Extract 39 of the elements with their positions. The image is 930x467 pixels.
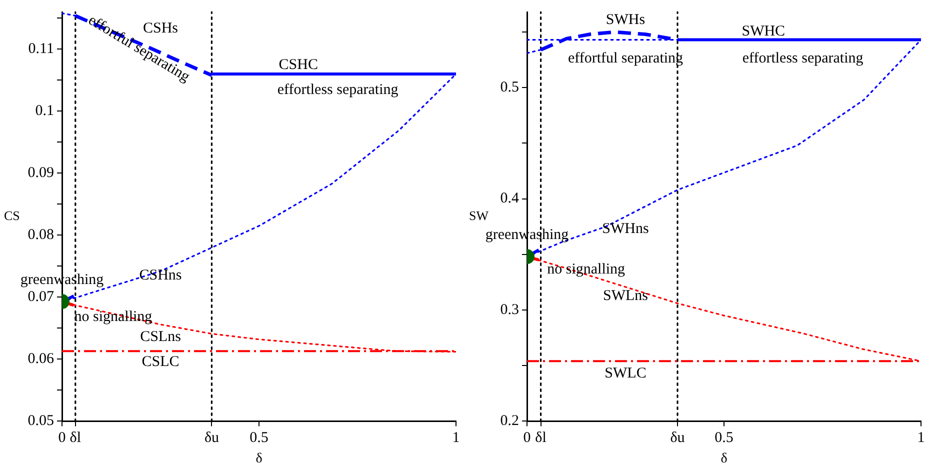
x-tick-label: 0: [523, 430, 531, 446]
series-label: SWHs: [606, 12, 646, 28]
y-tick-label: 0.05: [28, 413, 54, 430]
annotation: effortless separating: [742, 50, 864, 67]
y-tick-label: 0.5: [500, 80, 519, 96]
x-tick-label: δl: [535, 430, 546, 446]
x-tick-label: 1: [917, 430, 925, 446]
y-tick-label: 0.07: [28, 289, 54, 306]
y-tick-label: 0.4: [500, 190, 520, 207]
x-tick-label: 1: [452, 430, 460, 446]
y-tick-label: 0.1: [35, 103, 54, 120]
y-axis-title: CS: [4, 208, 20, 224]
x-axis-title: δ: [256, 451, 263, 466]
annotation: no signalling: [547, 262, 626, 278]
series-label: SWLns: [603, 288, 648, 304]
x-tick-label: 0: [58, 430, 66, 446]
series-label: CSHns: [139, 267, 182, 284]
x-tick-label: δl: [70, 430, 82, 446]
series-label: CSHC: [278, 57, 318, 74]
y-tick-label: 0.09: [28, 165, 54, 182]
x-tick-label: 0.5: [714, 430, 734, 446]
x-tick-label: δu: [204, 430, 220, 446]
annotation: effortless separating: [277, 82, 399, 98]
series-label: SWLC: [604, 365, 646, 382]
y-tick-label: 0.06: [28, 351, 54, 368]
annotation: effortful separating: [568, 50, 684, 67]
series-label: CSLns: [140, 328, 182, 345]
y-tick-label: 0.08: [28, 227, 54, 244]
x-tick-label: 0.5: [250, 430, 268, 446]
y-tick-label: 0.2: [500, 413, 519, 430]
y-tick-label: 0.3: [500, 302, 519, 318]
series-label: SWHns: [602, 221, 649, 238]
series-label: CSLC: [142, 354, 180, 370]
x-tick-label: δu: [670, 430, 686, 446]
series-label: SWHC: [742, 24, 786, 40]
series-label: CSHs: [142, 20, 178, 37]
x-axis-title: δ: [720, 451, 728, 466]
y-axis-title: SW: [469, 208, 490, 224]
y-tick-label: 0.11: [28, 41, 54, 58]
